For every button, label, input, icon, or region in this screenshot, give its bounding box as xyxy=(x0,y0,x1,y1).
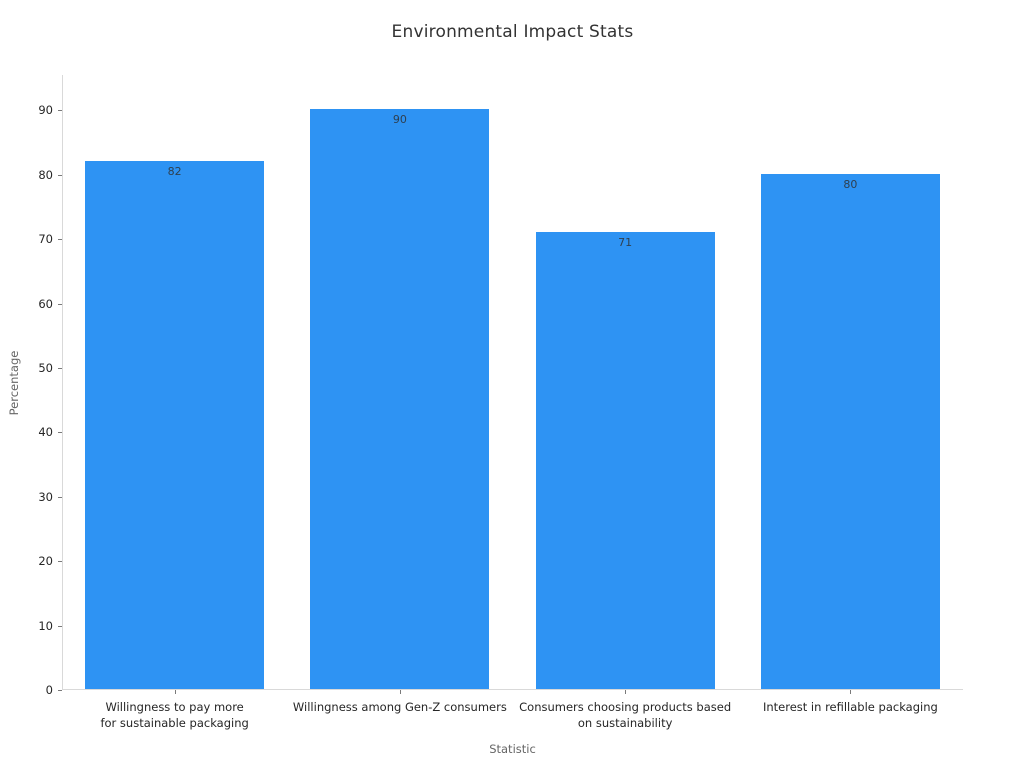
x-tick-mark xyxy=(625,690,627,694)
bar-value-label: 82 xyxy=(167,164,182,178)
bar-value-label: 71 xyxy=(618,235,633,249)
y-tick-mark xyxy=(58,496,62,498)
bar: 71 xyxy=(535,231,715,689)
x-tick-mark xyxy=(174,690,176,694)
y-tick-label: 40 xyxy=(38,425,53,440)
y-tick-mark xyxy=(58,368,62,369)
y-tick-label: 90 xyxy=(38,103,53,118)
y-tick-mark xyxy=(58,625,62,627)
x-axis-spine xyxy=(62,689,963,690)
x-axis-label: Statistic xyxy=(489,742,536,756)
y-tick-mark xyxy=(58,432,62,434)
y-tick-mark xyxy=(58,239,62,241)
y-tick-label: 70 xyxy=(38,232,53,247)
bar: 80 xyxy=(760,173,940,689)
bar: 90 xyxy=(310,109,490,689)
y-tick-label: 30 xyxy=(38,489,53,504)
y-tick-mark xyxy=(58,110,62,112)
chart-title: Environmental Impact Stats xyxy=(391,22,634,42)
y-tick-mark xyxy=(58,690,62,691)
y-axis-label: Percentage xyxy=(7,350,21,416)
bar-value-label: 80 xyxy=(843,177,858,191)
y-tick-label: 0 xyxy=(45,683,53,697)
y-tick-mark xyxy=(58,303,62,305)
y-tick-label: 60 xyxy=(38,296,53,311)
y-tick-label: 20 xyxy=(38,554,53,569)
x-tick-label: Interest in refillable packaging xyxy=(762,700,938,714)
x-tick-label: Willingness to pay more for sustainable … xyxy=(100,700,249,731)
y-tick-mark xyxy=(58,561,62,563)
plot-area: 0 10 20 30 40 50 60 70 80 90 82 90 71 80 Willingness… xyxy=(38,75,963,730)
bar: 82 xyxy=(85,160,265,689)
y-tick-mark xyxy=(58,174,62,176)
y-tick-label: 10 xyxy=(38,618,53,633)
x-tick-mark xyxy=(399,690,401,694)
x-tick-label: Willingness among Gen-Z consumers xyxy=(292,700,507,714)
y-tick-label: 80 xyxy=(38,167,53,182)
y-axis-spine xyxy=(62,75,63,690)
bar-value-label: 90 xyxy=(392,113,407,127)
x-tick-mark xyxy=(850,690,852,694)
x-tick-label: Consumers choosing products based on sus… xyxy=(519,700,732,731)
y-tick-label: 50 xyxy=(38,361,53,375)
